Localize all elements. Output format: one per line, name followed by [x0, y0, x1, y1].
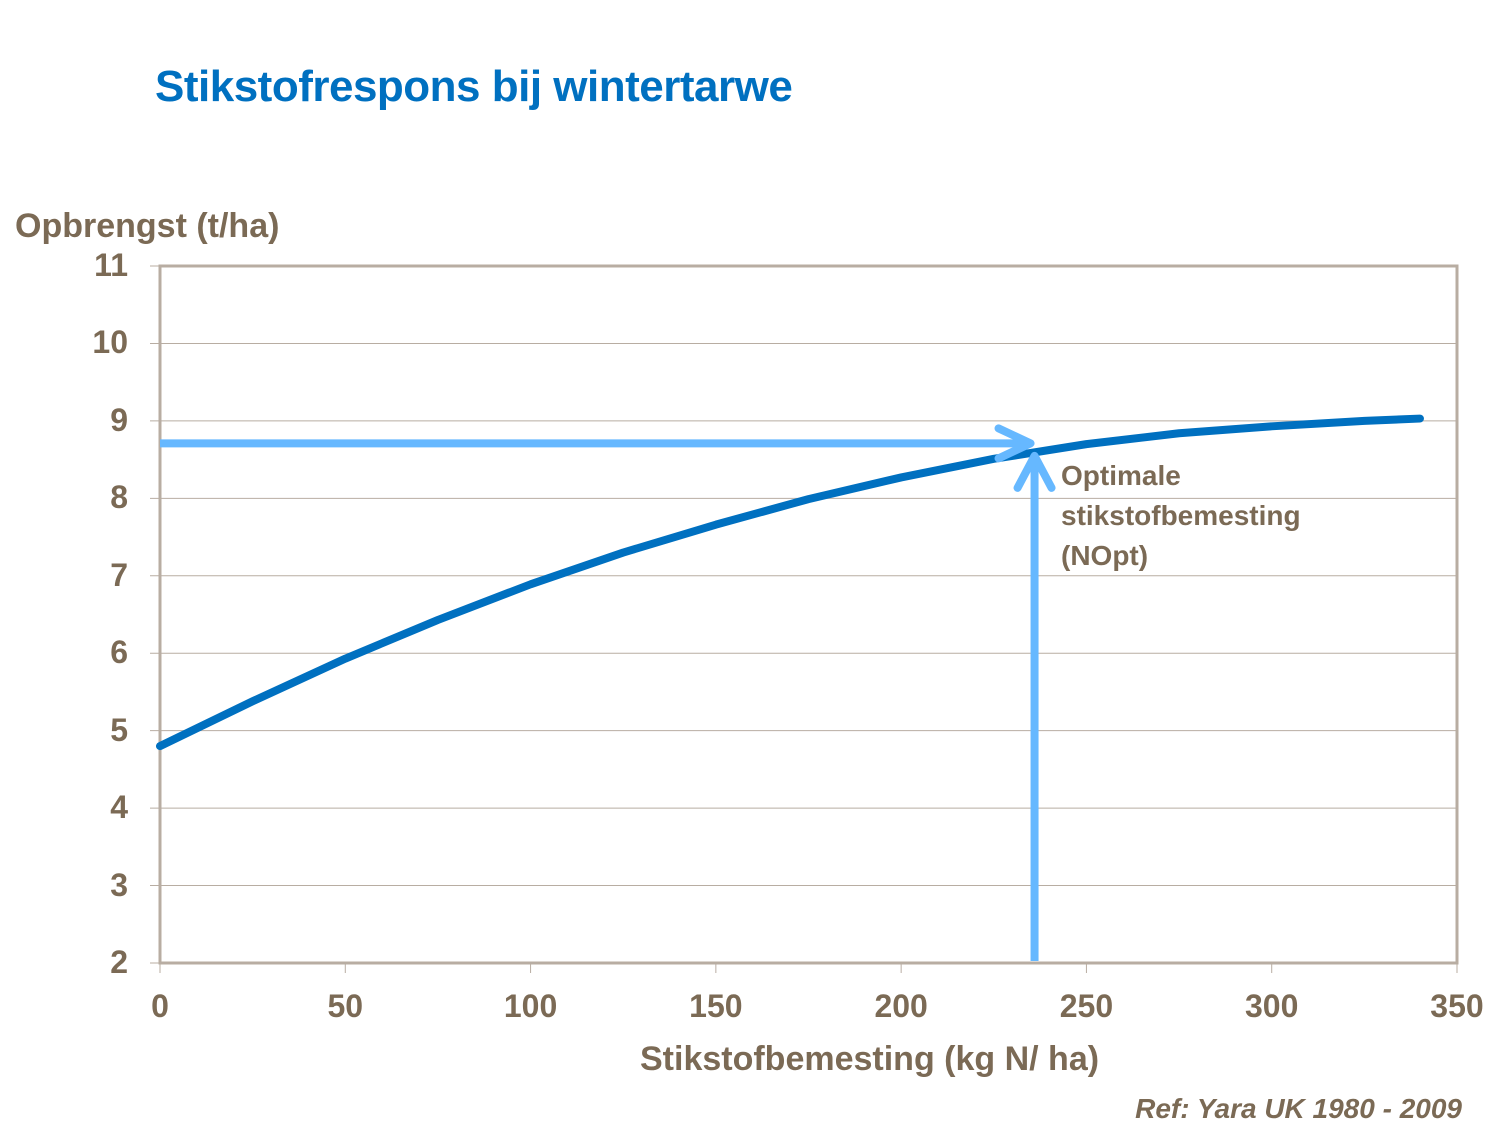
x-tick-label: 300	[1245, 988, 1299, 1024]
y-tick-label: 10	[92, 324, 128, 361]
y-tick-label: 4	[110, 789, 128, 826]
nopt-annotation: Optimale stikstofbemesting (NOpt)	[1061, 456, 1301, 576]
x-tick-label: 200	[874, 988, 928, 1024]
y-tick-label: 8	[110, 479, 128, 516]
y-tick-label: 9	[110, 401, 128, 438]
reference-note: Ref: Yara UK 1980 - 2009	[1135, 1093, 1462, 1124]
y-tick-label: 3	[110, 866, 128, 903]
axis-ticks	[159, 963, 1458, 973]
x-tick-label: 250	[1059, 988, 1114, 1024]
x-tick-label: 0	[151, 988, 169, 1024]
annotation-line-3: (NOpt)	[1061, 540, 1149, 571]
x-tick-label: 350	[1430, 988, 1484, 1024]
y-tick-label: 11	[94, 247, 128, 283]
annotation-line-2: stikstofbemesting	[1061, 500, 1301, 531]
vertical-arrow-icon	[1013, 451, 1056, 961]
y-tick-label: 5	[110, 711, 128, 748]
x-tick-label: 150	[689, 988, 743, 1024]
annotation-line-1: Optimale	[1061, 460, 1181, 491]
horizontal-arrow-icon	[160, 424, 1035, 463]
plot-frame	[158, 264, 1459, 965]
chart-title: Stikstofrespons bij wintertarwe	[155, 62, 793, 111]
x-tick-label: 100	[503, 988, 558, 1024]
y-tick-label: 6	[110, 634, 128, 671]
x-tick-label: 50	[327, 988, 364, 1024]
yield-curve	[156, 414, 1424, 751]
y-tick-label: 7	[110, 556, 128, 593]
x-axis-label: Stikstofbemesting (kg N/ ha)	[640, 1040, 1100, 1078]
gridlines	[150, 265, 1457, 964]
y-axis-label: Opbrengst (t/ha)	[15, 207, 280, 245]
y-tick-label: 2	[110, 944, 128, 980]
